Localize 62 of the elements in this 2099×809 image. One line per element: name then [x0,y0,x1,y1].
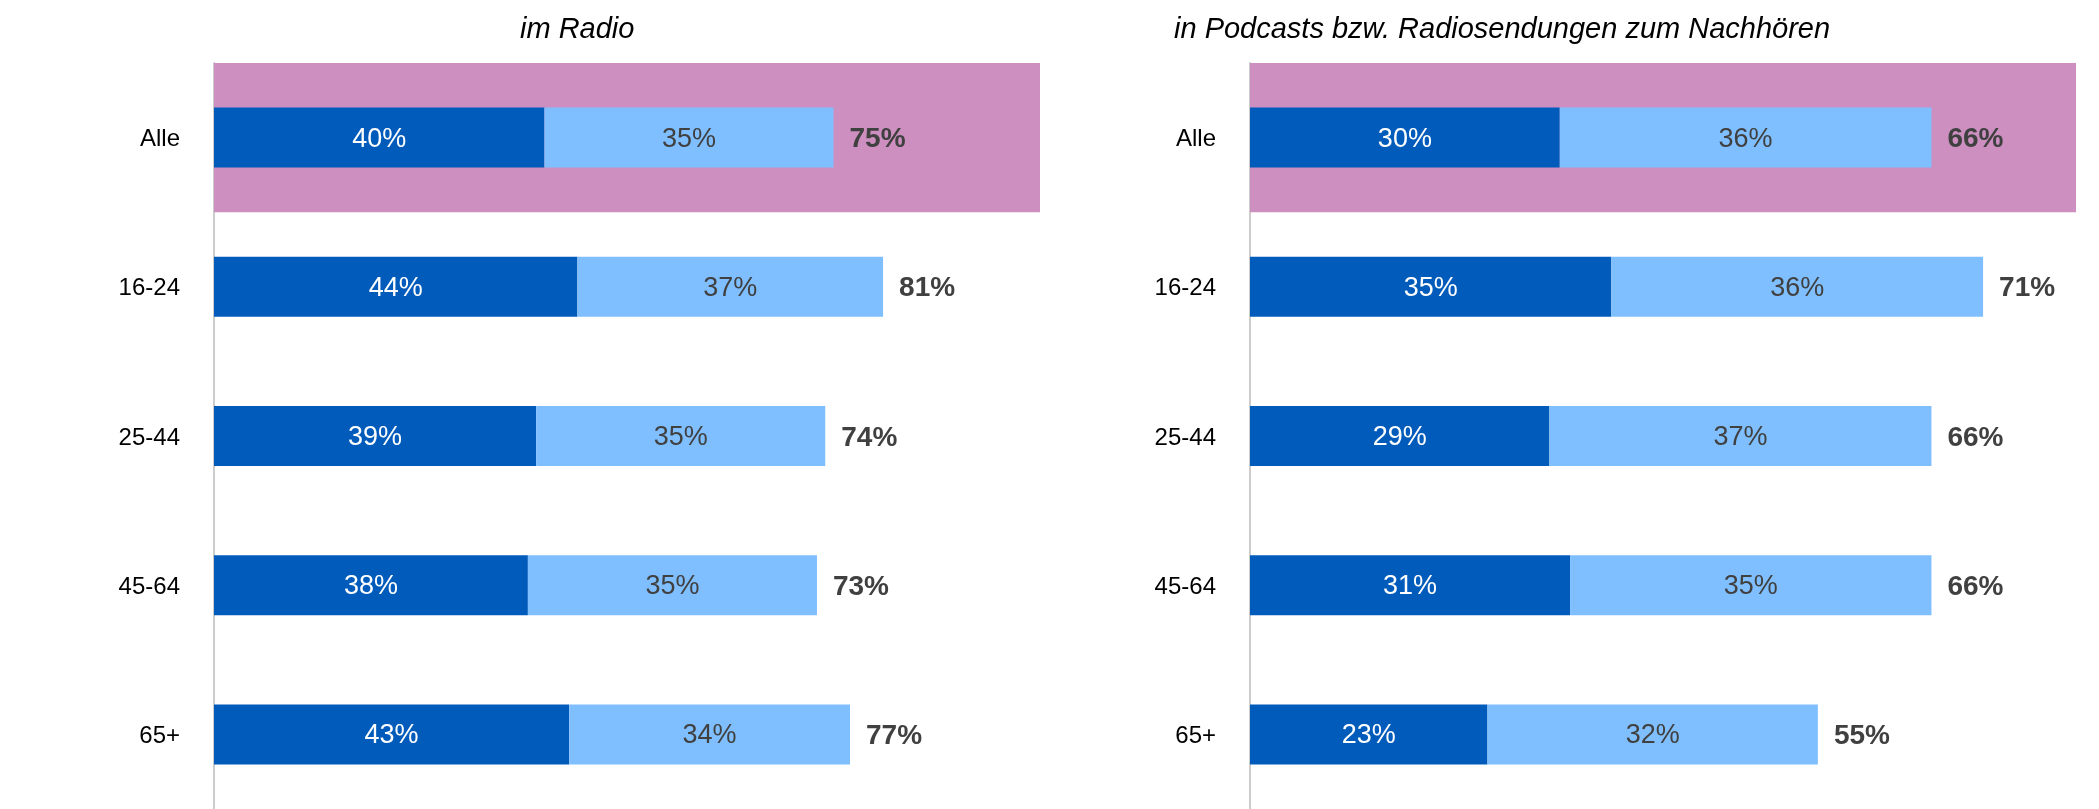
data-label: 37% [703,271,758,302]
chart-title: im Radio [520,11,635,44]
data-label: 32% [1625,719,1680,750]
y-tick-label: 45-64 [1154,571,1216,599]
data-label: 35% [645,570,700,601]
data-label: 44% [368,271,423,302]
data-label: 35% [1723,570,1778,601]
bar [1250,704,1488,765]
bar [214,555,528,616]
total-label: 81% [899,271,956,303]
bar [214,256,578,317]
data-label: 29% [1372,421,1427,451]
bar [1250,107,1560,168]
bar [1570,555,1932,616]
data-label: 35% [1403,271,1458,302]
bar [214,704,570,765]
bar [544,107,834,168]
y-tick-label: 16-24 [118,273,180,301]
data-label: 35% [661,122,716,153]
bar [1549,406,1932,466]
data-label: 23% [1341,719,1396,750]
data-label: 35% [653,421,708,451]
data-label: 34% [682,719,737,750]
bar [1611,256,1984,317]
bar [1250,406,1550,466]
bar [1559,107,1932,168]
y-tick-label: 25-44 [118,422,180,450]
total-label: 77% [866,718,923,750]
bar [1250,555,1571,616]
total-label: 66% [1947,122,2004,154]
total-label: 55% [1833,718,1891,750]
y-tick-label: 45-64 [118,571,180,599]
data-label: 30% [1377,122,1432,153]
y-tick-label: 65+ [1175,720,1216,748]
bar [214,107,545,168]
y-tick-label: Alle [1175,124,1216,152]
total-label: 74% [841,420,898,452]
bar [214,406,537,466]
data-label: 43% [364,719,419,750]
data-label: 38% [343,570,398,601]
bar [577,256,884,317]
bar [536,406,826,466]
bar [1250,256,1612,317]
y-tick-label: Alle [139,124,180,152]
data-label: 37% [1713,421,1768,451]
data-label: 36% [1770,271,1825,302]
bar [569,704,851,765]
data-label: 40% [352,122,407,153]
total-label: 66% [1947,569,2004,601]
total-label: 75% [849,122,906,154]
chart-title: in Podcasts bzw. Radiosendungen zum Nachhören [1174,11,1831,44]
data-label: 39% [348,421,403,451]
y-tick-label: 16-24 [1154,273,1216,301]
total-label: 73% [832,569,890,601]
total-label: 66% [1947,420,2004,452]
bar [527,555,817,616]
data-label: 31% [1383,570,1438,601]
data-label: 36% [1718,122,1773,153]
bar [1487,704,1818,765]
total-label: 71% [1999,271,2056,303]
y-tick-label: 65+ [139,720,180,748]
y-tick-label: 25-44 [1154,422,1216,450]
